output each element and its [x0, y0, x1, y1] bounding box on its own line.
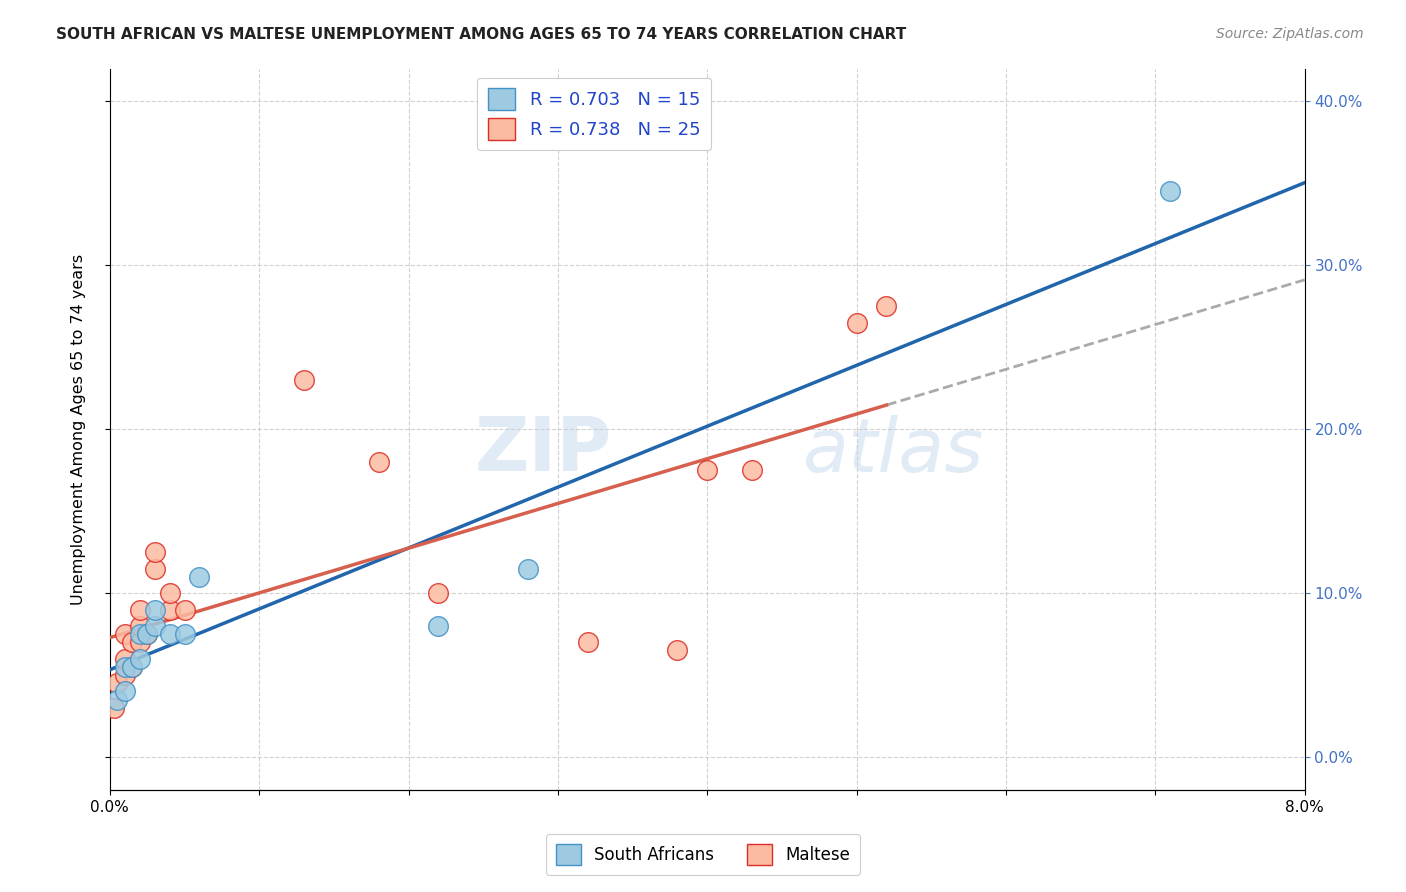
Point	[741, 463, 763, 477]
Point	[173, 602, 195, 616]
Y-axis label: Unemployment Among Ages 65 to 74 years: Unemployment Among Ages 65 to 74 years	[72, 253, 86, 605]
Point	[576, 635, 599, 649]
Point	[114, 668, 136, 682]
Point	[143, 561, 166, 575]
Point	[128, 619, 150, 633]
Point	[845, 316, 868, 330]
Point	[427, 619, 450, 633]
Point	[875, 299, 897, 313]
Point	[666, 643, 689, 657]
Point	[128, 651, 150, 665]
Point	[188, 570, 211, 584]
Point	[128, 602, 150, 616]
Point	[136, 627, 159, 641]
Point	[1159, 185, 1181, 199]
Point	[103, 701, 125, 715]
Point	[143, 619, 166, 633]
Legend: R = 0.703   N = 15, R = 0.738   N = 25: R = 0.703 N = 15, R = 0.738 N = 25	[477, 78, 711, 151]
Point	[114, 627, 136, 641]
Point	[121, 635, 143, 649]
Text: atlas: atlas	[803, 415, 984, 487]
Point	[517, 561, 540, 575]
Point	[114, 651, 136, 665]
Text: SOUTH AFRICAN VS MALTESE UNEMPLOYMENT AMONG AGES 65 TO 74 YEARS CORRELATION CHAR: SOUTH AFRICAN VS MALTESE UNEMPLOYMENT AM…	[56, 27, 907, 42]
Point	[128, 635, 150, 649]
Point	[136, 627, 159, 641]
Point	[173, 627, 195, 641]
Point	[105, 692, 128, 706]
Point	[114, 684, 136, 698]
Point	[159, 602, 181, 616]
Point	[121, 660, 143, 674]
Point	[114, 660, 136, 674]
Point	[121, 660, 143, 674]
Text: Source: ZipAtlas.com: Source: ZipAtlas.com	[1216, 27, 1364, 41]
Point	[143, 545, 166, 559]
Point	[696, 463, 718, 477]
Point	[143, 602, 166, 616]
Point	[292, 373, 315, 387]
Text: ZIP: ZIP	[474, 414, 612, 487]
Legend: South Africans, Maltese: South Africans, Maltese	[546, 834, 860, 875]
Point	[367, 455, 389, 469]
Point	[159, 586, 181, 600]
Point	[427, 586, 450, 600]
Point	[105, 676, 128, 690]
Point	[159, 627, 181, 641]
Point	[128, 627, 150, 641]
